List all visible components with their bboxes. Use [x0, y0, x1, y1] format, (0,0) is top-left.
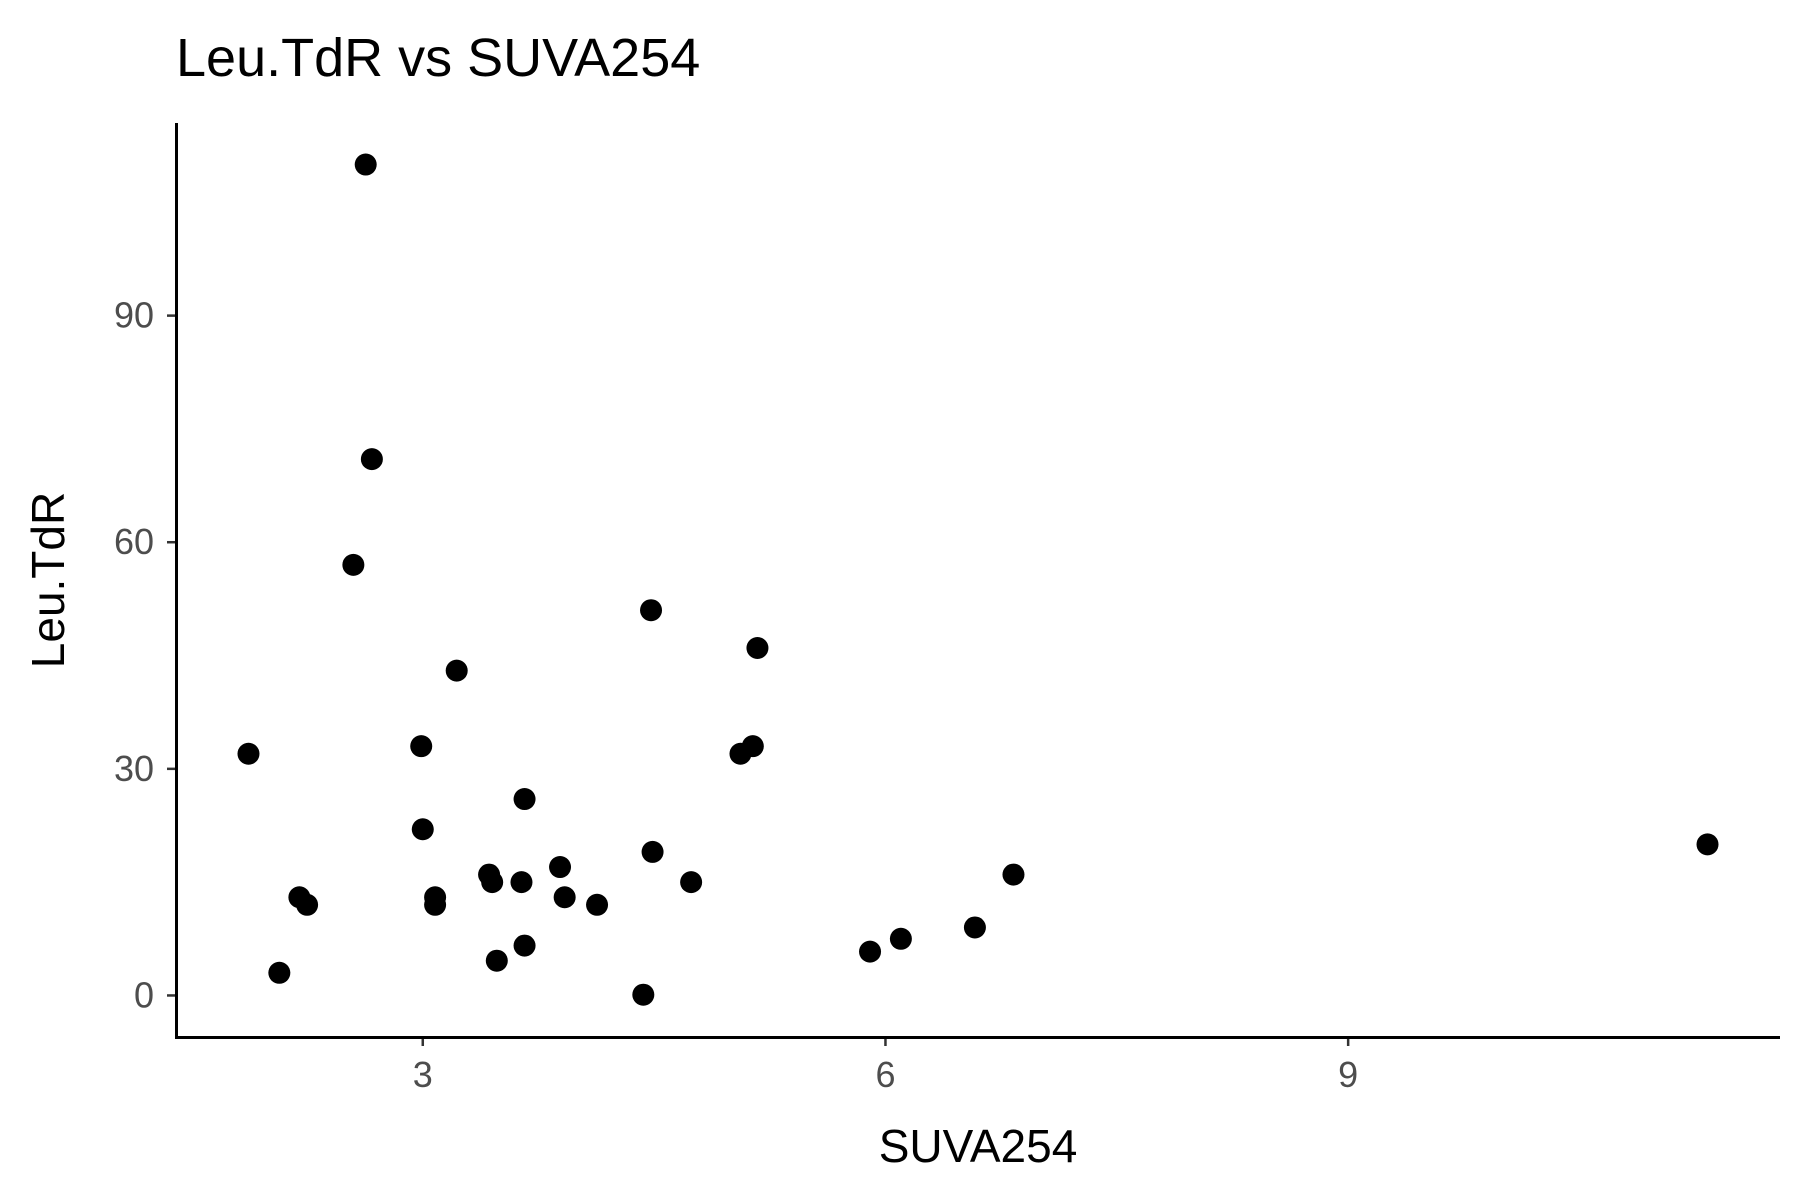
data-point	[549, 856, 572, 879]
y-axis-title: Leu.TdR	[22, 492, 74, 668]
data-point	[640, 599, 663, 622]
x-tick-label: 9	[1338, 1054, 1358, 1095]
data-point	[237, 742, 260, 765]
data-point	[513, 788, 536, 811]
data-point	[268, 961, 291, 984]
data-point	[729, 742, 752, 765]
data-point	[746, 636, 769, 659]
data-point	[296, 893, 319, 916]
data-point	[410, 735, 433, 758]
y-tick-label: 0	[134, 974, 154, 1015]
data-points	[237, 153, 1719, 1006]
data-point	[680, 871, 703, 894]
data-point	[513, 934, 536, 957]
data-point	[354, 153, 377, 176]
data-point	[641, 840, 664, 863]
data-point	[481, 871, 504, 894]
x-axis-title: SUVA254	[879, 1120, 1078, 1172]
data-point	[360, 448, 383, 471]
data-point	[859, 940, 882, 963]
y-tick-label: 90	[114, 295, 154, 336]
data-point	[510, 871, 533, 894]
data-point	[963, 916, 986, 939]
x-axis-ticks: 3 6 9	[413, 1037, 1358, 1095]
y-axis-ticks: 0 30 60 90	[114, 295, 176, 1015]
y-tick-label: 30	[114, 748, 154, 789]
data-point	[553, 886, 576, 909]
data-point	[424, 893, 447, 916]
data-point	[889, 927, 912, 950]
data-point	[485, 949, 508, 972]
data-point	[632, 983, 655, 1006]
data-point	[586, 893, 609, 916]
data-point	[1002, 863, 1025, 886]
data-point	[445, 659, 468, 682]
x-tick-label: 3	[413, 1054, 433, 1095]
data-point	[1696, 833, 1719, 856]
x-tick-label: 6	[875, 1054, 895, 1095]
y-tick-label: 60	[114, 521, 154, 562]
data-point	[342, 553, 365, 576]
data-point	[411, 818, 434, 841]
chart-title: Leu.TdR vs SUVA254	[176, 28, 700, 88]
